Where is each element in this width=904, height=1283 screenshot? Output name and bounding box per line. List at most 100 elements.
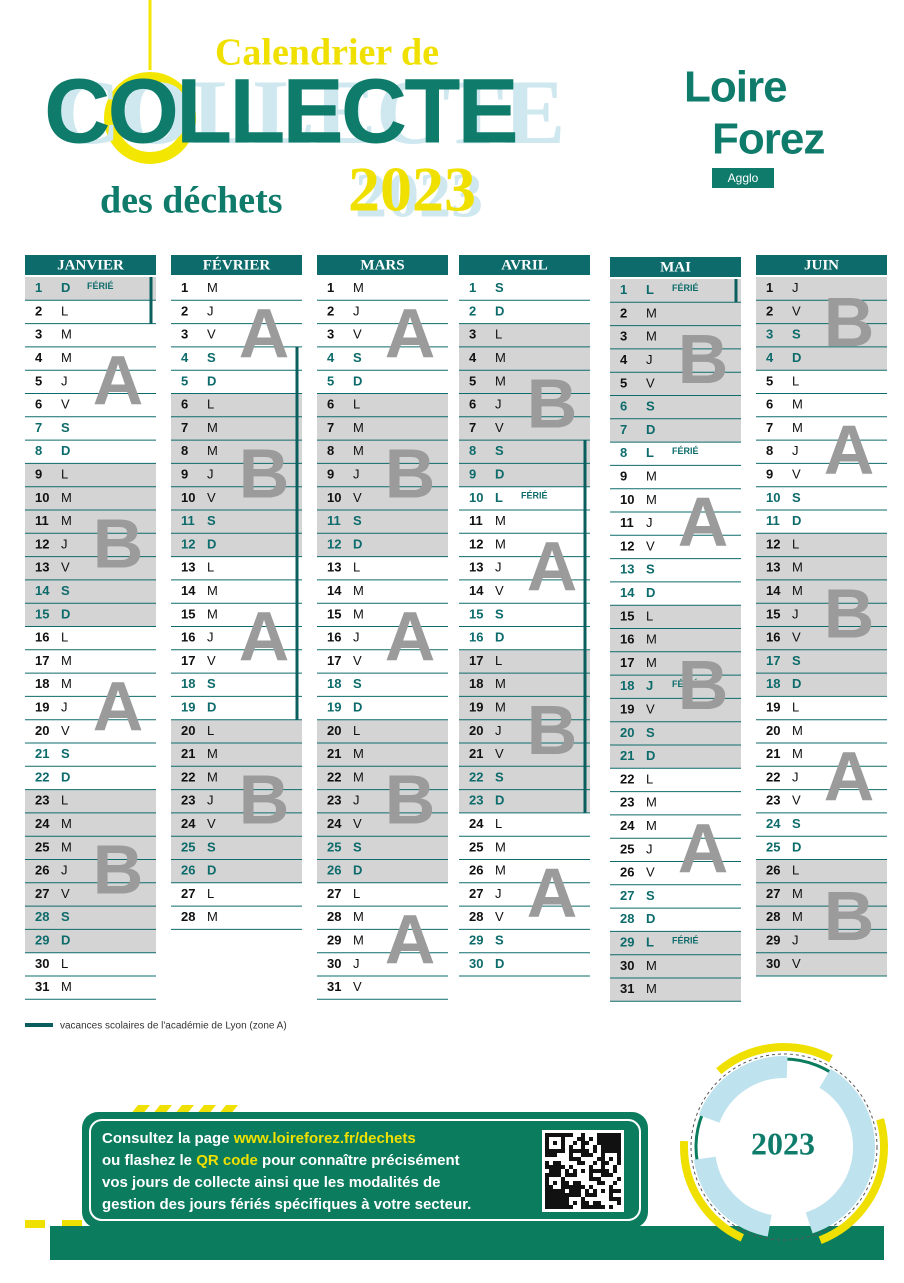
holiday-note: FÉRIÉ <box>672 283 699 293</box>
qr-cell <box>617 1137 621 1141</box>
holiday-note: FÉRIÉ <box>521 491 548 501</box>
shaded-week <box>756 533 887 697</box>
day-number: 6 <box>181 397 188 412</box>
day-letter: S <box>495 280 504 295</box>
day-letter: M <box>495 839 506 854</box>
qr-cell <box>617 1141 621 1145</box>
day-number: 5 <box>620 375 627 390</box>
day-letter: M <box>792 397 803 412</box>
qr-cell <box>609 1189 613 1193</box>
day-letter: L <box>792 536 799 551</box>
day-letter: M <box>353 420 364 435</box>
day-letter: D <box>353 699 362 714</box>
qr-cell <box>601 1173 605 1177</box>
day-number: 19 <box>181 699 195 714</box>
day-number: 10 <box>35 490 49 505</box>
day-number: 13 <box>620 562 634 577</box>
day-number: 24 <box>35 816 50 831</box>
day-number: 14 <box>620 585 635 600</box>
qr-cell <box>609 1137 613 1141</box>
day-letter: V <box>353 653 362 668</box>
day-number: 12 <box>181 536 195 551</box>
day-letter: L <box>646 771 653 786</box>
qr-cell <box>573 1193 577 1197</box>
qr-cell <box>573 1149 577 1153</box>
month-name: JANVIER <box>57 257 124 273</box>
day-number: 30 <box>766 956 780 971</box>
day-number: 17 <box>327 653 341 668</box>
qr-cell <box>577 1149 581 1153</box>
day-number: 20 <box>35 723 49 738</box>
day-number: 16 <box>327 630 341 645</box>
day-number: 5 <box>35 373 42 388</box>
day-letter: L <box>207 723 214 738</box>
qr-cell <box>557 1149 561 1153</box>
qr-cell <box>617 1133 621 1137</box>
qr-cell <box>557 1201 561 1205</box>
day-number: 29 <box>766 932 780 947</box>
day-number: 14 <box>181 583 196 598</box>
qr-cell <box>573 1185 577 1189</box>
day-letter: S <box>353 676 362 691</box>
day-number: 16 <box>181 630 195 645</box>
day-letter: J <box>495 560 502 575</box>
day-number: 22 <box>766 769 780 784</box>
day-letter: M <box>792 746 803 761</box>
day-letter: J <box>646 678 653 693</box>
day-number: 28 <box>35 909 49 924</box>
day-letter: S <box>353 839 362 854</box>
qr-cell <box>545 1137 549 1141</box>
qr-cell <box>601 1157 605 1161</box>
day-letter: M <box>646 818 657 833</box>
day-letter: J <box>646 352 653 367</box>
qr-cell <box>545 1197 549 1201</box>
day-letter: M <box>495 676 506 691</box>
day-number: 7 <box>327 420 334 435</box>
zone-letter: B <box>824 283 875 361</box>
logo-box <box>712 168 774 188</box>
day-number: 1 <box>766 280 773 295</box>
shaded-week <box>317 393 448 557</box>
day-number: 9 <box>181 466 188 481</box>
day-letter: V <box>495 909 504 924</box>
qr-cell <box>549 1197 553 1201</box>
qr-cell <box>601 1189 605 1193</box>
day-letter: L <box>495 653 502 668</box>
day-number: 15 <box>620 608 634 623</box>
qr-cell <box>581 1137 585 1141</box>
day-letter: M <box>495 699 506 714</box>
qr-cell <box>561 1149 565 1153</box>
qr-cell <box>549 1185 553 1189</box>
zone-letter: A <box>527 854 578 932</box>
info-line: gestion des jours fériés spécifiques à v… <box>102 1196 471 1213</box>
day-number: 18 <box>766 676 780 691</box>
day-letter: D <box>207 536 216 551</box>
day-number: 7 <box>181 420 188 435</box>
zone-letter: A <box>385 901 436 979</box>
day-number: 2 <box>620 305 627 320</box>
day-number: 23 <box>327 793 341 808</box>
zone-letter: A <box>824 737 875 815</box>
qr-cell <box>549 1153 553 1157</box>
month-header <box>756 255 887 275</box>
qr-cell <box>581 1141 585 1145</box>
qr-cell <box>601 1205 605 1209</box>
day-letter: M <box>207 583 218 598</box>
day-number: 22 <box>469 769 483 784</box>
qr-cell <box>605 1145 609 1149</box>
day-number: 6 <box>620 399 627 414</box>
day-number: 4 <box>35 350 43 365</box>
qr-cell <box>617 1177 621 1181</box>
qr-cell <box>569 1157 573 1161</box>
qr-cell <box>549 1189 553 1193</box>
zone-letter: B <box>824 877 875 955</box>
day-number: 18 <box>327 676 341 691</box>
qr-cell <box>561 1189 565 1193</box>
day-number: 17 <box>181 653 195 668</box>
day-letter: M <box>61 327 72 342</box>
shaded-week <box>25 463 156 627</box>
day-number: 23 <box>469 793 483 808</box>
day-number: 6 <box>35 397 42 412</box>
day-number: 25 <box>766 839 780 854</box>
day-number: 6 <box>327 397 334 412</box>
